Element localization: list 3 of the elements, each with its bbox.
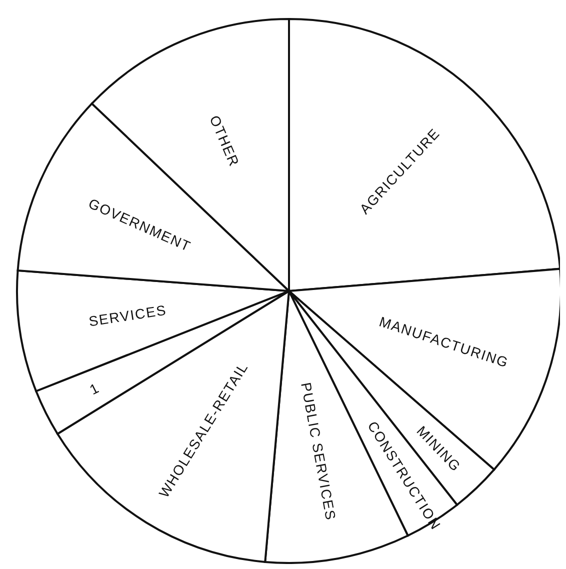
slice-label: PUBLIC SERVICES	[298, 381, 340, 522]
slice-label: SERVICES	[88, 302, 168, 330]
slice-label: 1	[86, 379, 102, 398]
